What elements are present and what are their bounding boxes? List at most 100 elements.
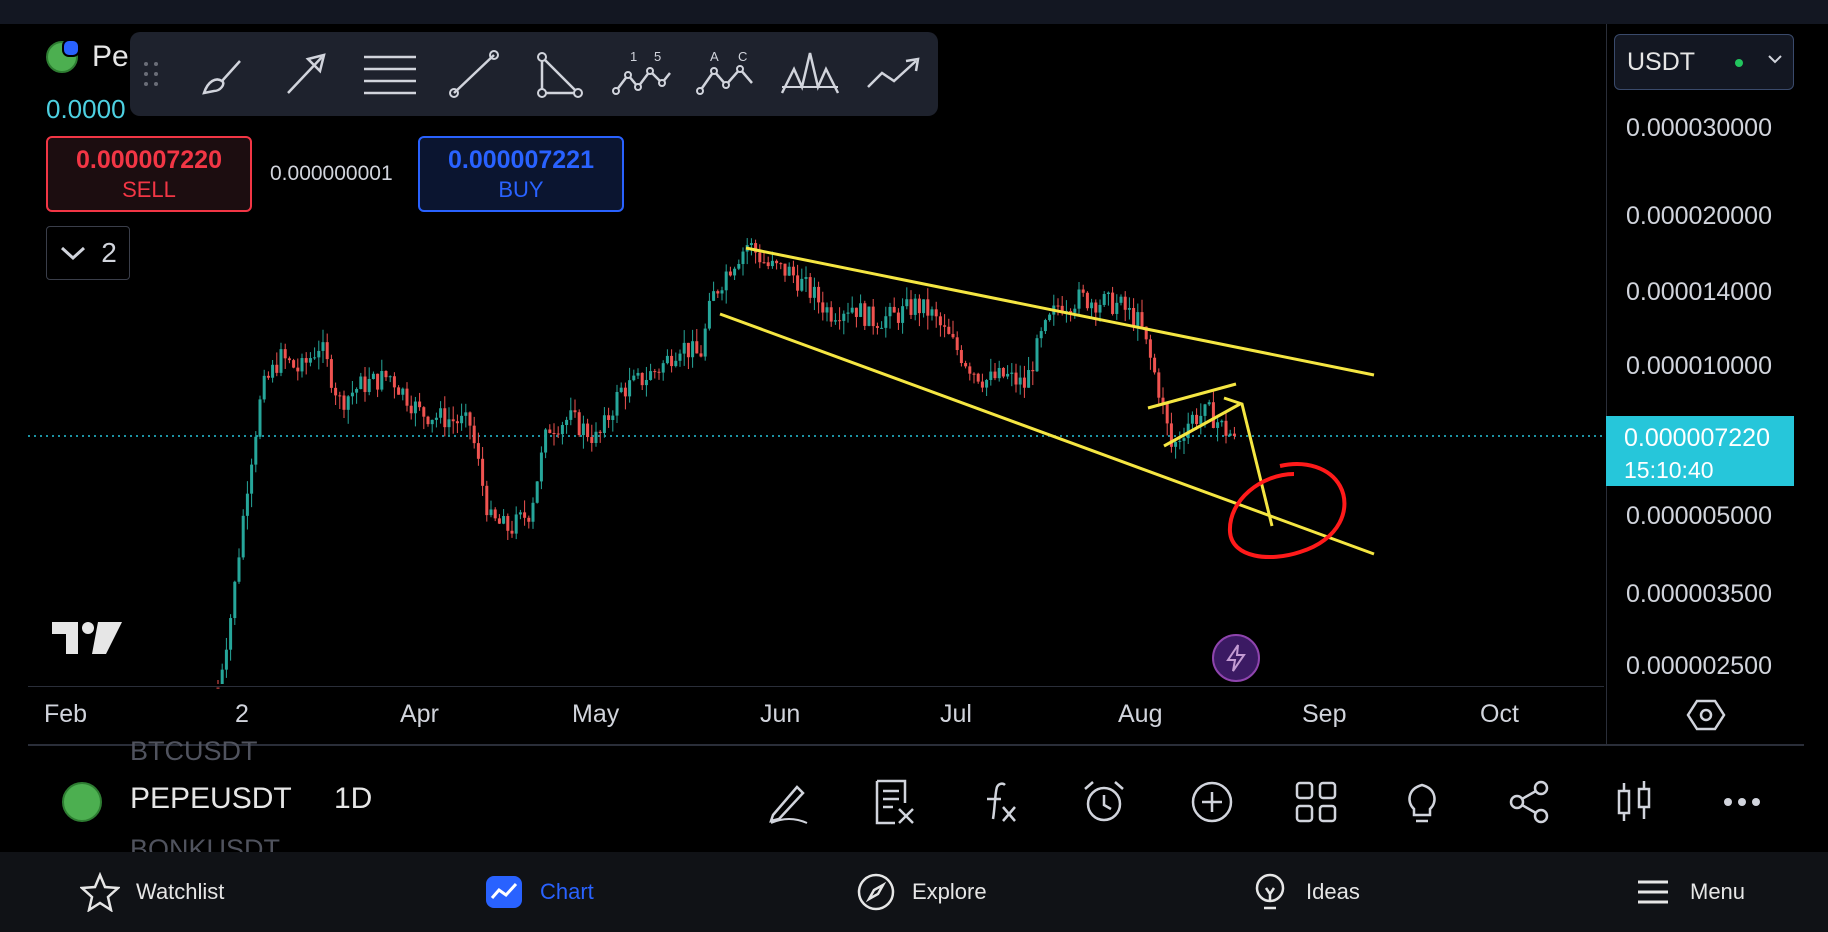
candle-body	[1035, 338, 1039, 372]
price-label: 0.000014000	[1626, 278, 1772, 306]
tradingview-logo[interactable]	[52, 618, 122, 658]
fx-icon[interactable]	[966, 770, 1030, 834]
candle-body	[590, 437, 594, 443]
time-axis[interactable]	[28, 686, 1604, 742]
candle-body	[1127, 307, 1131, 310]
candle-body	[724, 271, 728, 291]
candle-body	[871, 306, 875, 327]
candle-body	[930, 309, 934, 316]
horizontal-lines-tool-icon[interactable]	[348, 44, 432, 104]
chevron-down-icon	[61, 246, 86, 261]
alarm-icon[interactable]	[1072, 770, 1136, 834]
candle-body	[947, 326, 951, 334]
pen-icon[interactable]	[756, 770, 820, 834]
candle-style-icon[interactable]	[1602, 770, 1666, 834]
nav-watchlist[interactable]: Watchlist	[80, 872, 224, 912]
path-tool-icon[interactable]	[852, 44, 936, 104]
head-shoulders-tool-icon[interactable]	[768, 44, 852, 104]
brush-tool-icon[interactable]	[180, 44, 264, 104]
indicators-collapse-button[interactable]: 2	[46, 226, 130, 280]
candle-body	[846, 312, 850, 314]
candle-body	[993, 371, 997, 379]
candle-body	[460, 415, 464, 424]
svg-text:5: 5	[654, 49, 661, 64]
candle-body	[392, 376, 396, 388]
lightning-icon[interactable]	[1212, 634, 1260, 682]
candle-body	[216, 687, 220, 689]
candle-body	[1195, 414, 1199, 425]
hamburger-icon	[1638, 880, 1668, 904]
candle-body	[661, 363, 665, 373]
candle-body	[531, 502, 535, 522]
nav-ideas[interactable]: Ideas	[1250, 872, 1360, 912]
layout-grid-icon[interactable]	[1284, 770, 1348, 834]
candle-body	[1232, 433, 1236, 436]
candle-body	[926, 299, 930, 316]
candle-body	[586, 423, 590, 438]
arrow-tool-icon[interactable]	[264, 44, 348, 104]
candle-body	[997, 367, 1001, 379]
symbol-name: Pe	[92, 40, 129, 73]
drag-handle[interactable]	[140, 54, 162, 94]
symbol-header[interactable]: Pe	[46, 39, 129, 74]
triangle-tool-icon[interactable]	[516, 44, 600, 104]
buy-price: 0.000007221	[448, 145, 594, 174]
candle-body	[707, 300, 711, 329]
candle-body	[502, 516, 506, 524]
candle-body	[964, 363, 968, 367]
price-change-line: 0.0000	[46, 94, 126, 124]
projection-path[interactable]	[1223, 396, 1274, 527]
candle-body	[1102, 294, 1106, 305]
candle-body	[451, 419, 455, 422]
candle-body	[716, 291, 720, 294]
candle-body	[955, 337, 959, 351]
indicators-remove-icon[interactable]	[862, 770, 926, 834]
symbol-selector[interactable]: PEPEUSDT	[130, 782, 292, 815]
idea-bulb-icon[interactable]	[1390, 770, 1454, 834]
candle-body	[300, 358, 304, 372]
price-chart[interactable]	[0, 0, 1828, 750]
buy-button[interactable]: 0.000007221 BUY	[418, 136, 624, 212]
candle-body	[892, 306, 896, 313]
candle-body	[523, 512, 527, 518]
candle-body	[1211, 402, 1215, 428]
trend-line-tool-icon[interactable]	[432, 44, 516, 104]
candle-body	[1169, 423, 1173, 447]
wedge-lower-line[interactable]	[1163, 402, 1241, 448]
candle-body	[355, 389, 359, 393]
candle-body	[598, 431, 602, 433]
nav-menu[interactable]: Menu	[1634, 872, 1745, 912]
currency-selector[interactable]: USDT	[1614, 34, 1794, 90]
candle-body	[1178, 440, 1182, 442]
symbol-scroll-prev[interactable]: BTCUSDT	[130, 736, 258, 766]
nav-explore[interactable]: Explore	[856, 872, 987, 912]
candle-body	[1094, 302, 1098, 313]
share-icon[interactable]	[1498, 770, 1562, 834]
chart-settings-icon[interactable]	[1686, 698, 1726, 732]
candle-body	[342, 395, 346, 410]
add-icon[interactable]	[1180, 770, 1244, 834]
candle-body	[308, 358, 312, 363]
price-scale[interactable]	[1606, 24, 1828, 746]
candle-body	[271, 364, 275, 378]
candle-body	[888, 306, 892, 317]
bulb-icon	[1255, 873, 1285, 910]
target-circle[interactable]	[1227, 462, 1347, 560]
candle-body	[749, 243, 753, 246]
price-label: 0.000030000	[1626, 114, 1772, 142]
channel-lower-trendline[interactable]	[719, 312, 1375, 556]
candle-body	[510, 530, 514, 534]
more-icon[interactable]	[1710, 770, 1774, 834]
candle-body	[917, 298, 921, 314]
timeframe-selector[interactable]: 1D	[334, 782, 373, 815]
candle-body	[334, 387, 338, 396]
candle-body	[254, 436, 258, 465]
sell-button[interactable]: 0.000007220 SELL	[46, 136, 252, 212]
wedge-upper-line[interactable]	[1147, 382, 1237, 410]
nav-chart[interactable]: Chart	[484, 872, 594, 912]
candle-body	[1115, 302, 1119, 314]
candle-body	[405, 388, 409, 406]
channel-upper-trendline[interactable]	[745, 246, 1375, 377]
